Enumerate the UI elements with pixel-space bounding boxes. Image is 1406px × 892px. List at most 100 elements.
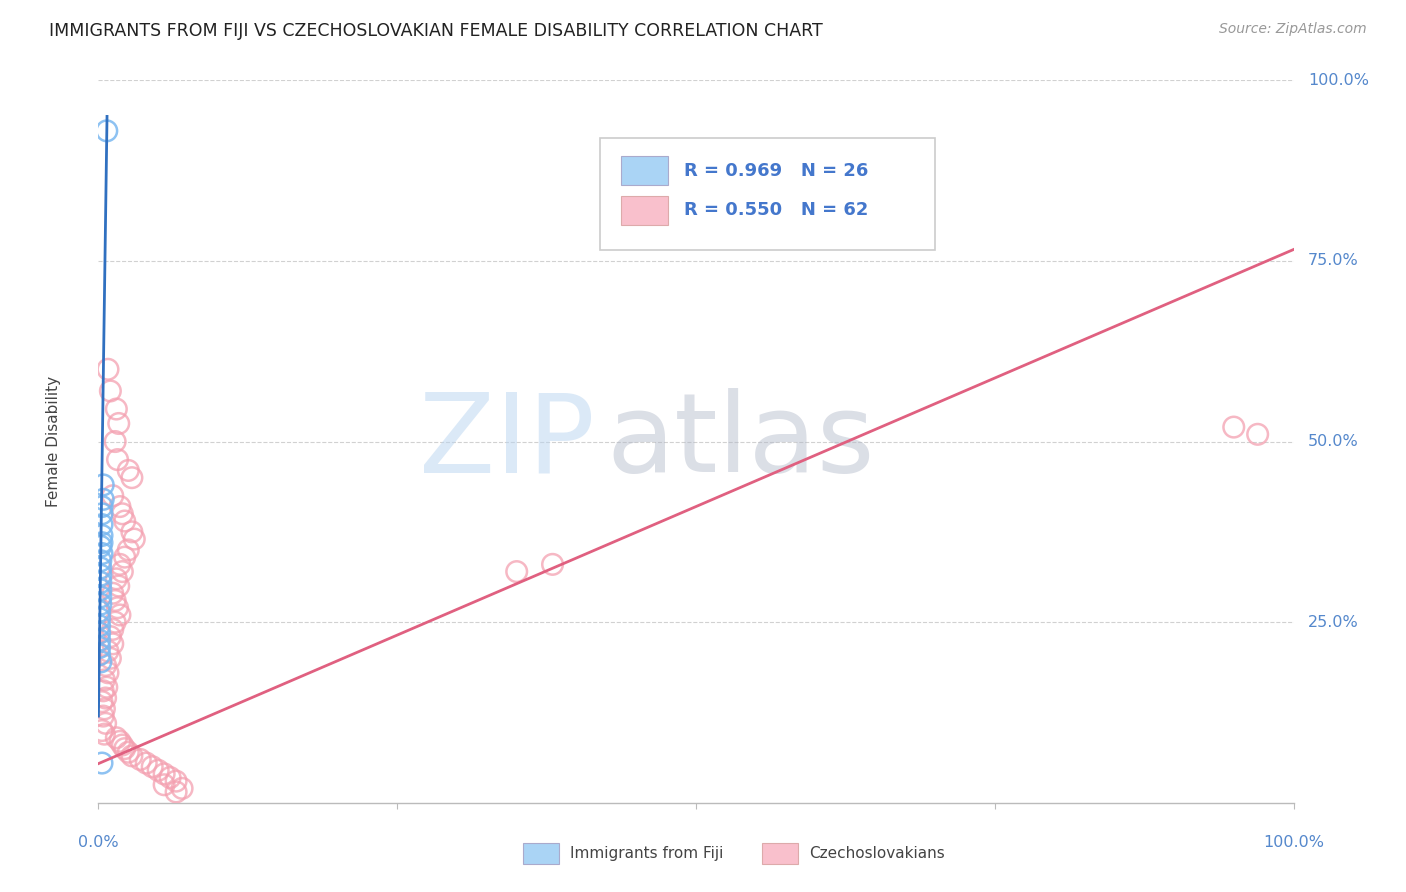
Point: [97, 644, 120, 658]
FancyBboxPatch shape: [620, 156, 668, 185]
Point: [94, 716, 117, 731]
Point: [153, 778, 176, 792]
Point: [111, 738, 134, 752]
Text: Source: ZipAtlas.com: Source: ZipAtlas.com: [1219, 22, 1367, 37]
Text: 25.0%: 25.0%: [1308, 615, 1358, 630]
Point: [101, 489, 124, 503]
Text: 50.0%: 50.0%: [1308, 434, 1358, 449]
Point: [107, 452, 129, 467]
Point: [91, 709, 114, 723]
Point: [97, 362, 120, 376]
Point: [129, 752, 152, 766]
Point: [111, 565, 134, 579]
Text: R = 0.969   N = 26: R = 0.969 N = 26: [685, 161, 869, 179]
Point: [90, 655, 112, 669]
Point: [89, 648, 111, 662]
Point: [117, 463, 139, 477]
Point: [89, 626, 111, 640]
Point: [124, 532, 146, 546]
Point: [541, 558, 564, 572]
Point: [90, 597, 112, 611]
Point: [91, 756, 114, 770]
Point: [90, 582, 112, 597]
Point: [98, 384, 122, 398]
Point: [107, 579, 129, 593]
Point: [91, 478, 114, 492]
Point: [90, 539, 112, 553]
Point: [89, 633, 111, 648]
Point: [117, 745, 139, 759]
Point: [98, 630, 122, 644]
Text: 100.0%: 100.0%: [1308, 73, 1369, 87]
Point: [121, 748, 143, 763]
Point: [94, 691, 117, 706]
Point: [135, 756, 157, 770]
Point: [108, 734, 131, 748]
Point: [91, 723, 114, 738]
Point: [97, 665, 120, 680]
Text: Female Disability: Female Disability: [45, 376, 60, 508]
Text: 100.0%: 100.0%: [1263, 835, 1324, 850]
Point: [114, 550, 136, 565]
Point: [90, 554, 112, 568]
Point: [91, 507, 114, 521]
FancyBboxPatch shape: [523, 843, 558, 864]
Point: [105, 731, 128, 745]
Point: [148, 764, 170, 778]
Point: [90, 561, 112, 575]
FancyBboxPatch shape: [600, 138, 935, 250]
Point: [141, 760, 163, 774]
Point: [98, 651, 122, 665]
Text: IMMIGRANTS FROM FIJI VS CZECHOSLOVAKIAN FEMALE DISABILITY CORRELATION CHART: IMMIGRANTS FROM FIJI VS CZECHOSLOVAKIAN …: [49, 22, 823, 40]
Point: [93, 673, 115, 687]
Point: [101, 623, 124, 637]
Point: [91, 528, 114, 542]
Text: Immigrants from Fiji: Immigrants from Fiji: [571, 846, 724, 861]
Point: [506, 565, 529, 579]
Point: [165, 774, 187, 789]
Point: [108, 500, 131, 514]
Text: 75.0%: 75.0%: [1308, 253, 1358, 268]
Text: atlas: atlas: [606, 388, 875, 495]
Point: [114, 741, 136, 756]
Point: [121, 470, 143, 484]
Point: [89, 611, 111, 625]
Point: [159, 771, 181, 785]
Point: [90, 575, 112, 590]
Point: [93, 702, 115, 716]
Point: [104, 615, 127, 630]
Point: [91, 695, 114, 709]
Point: [104, 593, 127, 607]
Point: [89, 604, 111, 618]
Text: R = 0.550   N = 62: R = 0.550 N = 62: [685, 202, 869, 219]
Text: ZIP: ZIP: [419, 388, 595, 495]
Point: [105, 402, 128, 417]
Point: [153, 767, 176, 781]
Point: [96, 124, 118, 138]
Point: [91, 683, 114, 698]
Text: 0.0%: 0.0%: [79, 835, 118, 850]
Point: [90, 568, 112, 582]
Point: [108, 607, 131, 622]
Point: [101, 637, 124, 651]
Point: [89, 619, 111, 633]
Point: [165, 785, 187, 799]
Point: [1223, 420, 1246, 434]
Point: [107, 417, 129, 431]
Point: [91, 517, 114, 532]
FancyBboxPatch shape: [620, 196, 668, 225]
Point: [91, 535, 114, 549]
Point: [121, 524, 143, 539]
Point: [96, 680, 118, 694]
Point: [94, 658, 117, 673]
Point: [105, 572, 128, 586]
FancyBboxPatch shape: [762, 843, 797, 864]
Point: [1247, 427, 1270, 442]
Point: [104, 434, 127, 449]
Point: [172, 781, 194, 796]
Point: [93, 727, 115, 741]
Point: [114, 514, 136, 528]
Point: [107, 600, 129, 615]
Point: [117, 542, 139, 557]
Text: Czechoslovakians: Czechoslovakians: [810, 846, 945, 861]
